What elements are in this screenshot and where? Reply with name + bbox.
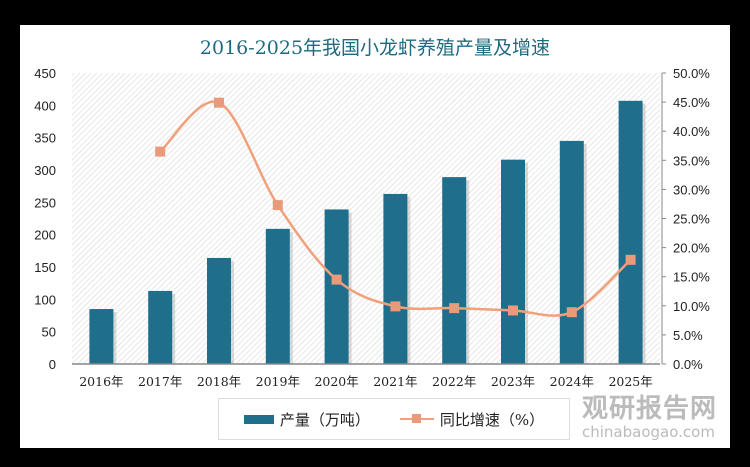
growth-marker xyxy=(449,303,460,314)
growth-marker xyxy=(214,97,224,108)
chart-svg: 0 50 100 150 200 250 300 350 400 450 0.0% 5.0% 10.0%… xyxy=(34,66,710,389)
line-swatch-icon xyxy=(399,414,434,424)
x-tick-label: 2024年 xyxy=(550,374,594,389)
legend: 产量（万吨） 同比增速（%） xyxy=(218,398,570,440)
x-tick-label: 2023年 xyxy=(491,374,535,389)
y2-tick-label: 45.0% xyxy=(673,95,710,110)
legend-item-production[interactable]: 产量（万吨） xyxy=(243,409,370,430)
y-tick-label: 150 xyxy=(34,260,56,275)
growth-marker xyxy=(155,146,166,157)
growth-marker xyxy=(331,274,342,285)
bar xyxy=(265,228,290,364)
y2-tick-label: 35.0% xyxy=(673,153,710,168)
chart-title: 2016-2025年我国小龙虾养殖产量及增速 xyxy=(199,37,551,59)
x-tick-label: 2022年 xyxy=(432,374,476,389)
x-tick-label: 2025年 xyxy=(608,374,652,389)
x-tick-label: 2021年 xyxy=(373,374,417,389)
bar xyxy=(559,140,584,364)
y-tick-label: 450 xyxy=(34,66,56,81)
y2-tick-label: 20.0% xyxy=(673,241,710,256)
y-tick-label: 300 xyxy=(34,163,56,178)
bar xyxy=(207,257,231,364)
y-tick-label: 200 xyxy=(34,228,56,243)
bar xyxy=(618,100,643,364)
x-tick-label: 2019年 xyxy=(256,374,300,389)
bar xyxy=(89,309,114,364)
bar xyxy=(383,193,408,364)
chart-panel: 2016-2025年我国小龙虾养殖产量及增速 0 50 100 150 200 250 30… xyxy=(20,25,730,448)
watermark: 观研报告网 chinabaogao.com xyxy=(582,394,718,441)
y-tick-label: 250 xyxy=(34,195,56,210)
growth-marker xyxy=(625,254,636,265)
y-tick-label: 50 xyxy=(42,325,56,340)
y2-tick-label: 0.0% xyxy=(673,357,703,372)
bar xyxy=(501,159,525,364)
growth-line xyxy=(159,100,632,317)
bar xyxy=(442,177,467,364)
growth-marker xyxy=(390,301,401,312)
y2-tick-label: 10.0% xyxy=(673,299,710,314)
y-tick-label: 100 xyxy=(34,292,56,307)
y2-tick-label: 50.0% xyxy=(673,66,710,81)
y2-tick-label: 5.0% xyxy=(673,328,703,343)
y-tick-label: 0 xyxy=(49,357,56,372)
growth-marker xyxy=(508,305,518,316)
y2-tick-label: 30.0% xyxy=(673,182,710,197)
bar-swatch-icon xyxy=(243,414,274,424)
x-tick-label: 2017年 xyxy=(138,374,182,389)
x-tick-label: 2020年 xyxy=(314,374,358,389)
growth-marker xyxy=(566,307,577,318)
legend-item-growth[interactable]: 同比增速（%） xyxy=(399,409,544,430)
y2-tick-label: 25.0% xyxy=(673,212,710,227)
x-tick-label: 2018年 xyxy=(197,374,241,389)
y2-tick-label: 40.0% xyxy=(673,124,710,139)
bar xyxy=(148,290,173,364)
y-tick-label: 350 xyxy=(34,131,56,146)
y-tick-label: 400 xyxy=(34,98,56,113)
growth-marker xyxy=(272,200,283,211)
y2-tick-label: 15.0% xyxy=(673,270,710,285)
x-tick-label: 2016年 xyxy=(79,374,123,389)
